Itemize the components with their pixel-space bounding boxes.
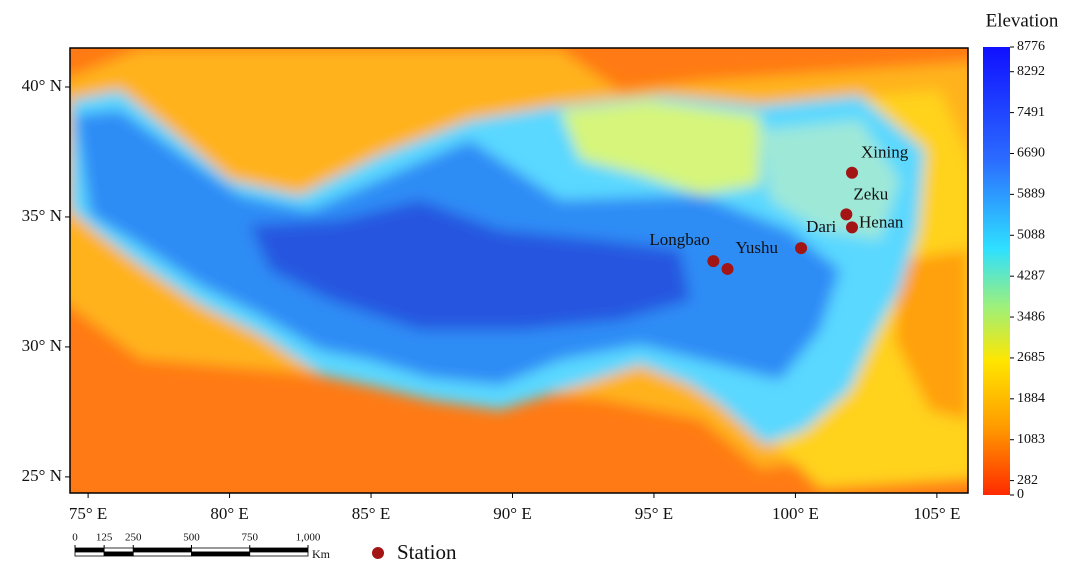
legend-label: Station [397, 540, 457, 564]
x-tick-label: 75° E [69, 504, 107, 523]
scale-segment [132, 551, 192, 557]
colorbar-tick-label: 1083 [1017, 432, 1045, 447]
station-marker [721, 262, 734, 275]
scale-segment [191, 547, 251, 553]
scale-unit: Km [312, 547, 331, 561]
x-tick-label: 80° E [210, 504, 248, 523]
elevation-raster [70, 48, 968, 493]
scale-tick-label: 500 [183, 532, 200, 544]
colorbar-tick-label: 2685 [1017, 350, 1045, 365]
colorbar-tick-label: 8292 [1017, 64, 1045, 79]
colorbar-title: Elevation [986, 10, 1059, 31]
y-tick-label: 35° N [22, 206, 62, 225]
station-marker [840, 208, 853, 221]
scale-segment [103, 551, 134, 557]
y-tick-label: 40° N [22, 76, 62, 95]
scale-segment [132, 547, 192, 553]
scale-segment [74, 551, 105, 557]
scale-tick-label: 1,000 [296, 532, 321, 544]
colorbar-tick-label: 5088 [1017, 227, 1045, 242]
y-tick-label: 25° N [22, 466, 62, 485]
station-label: Zeku [853, 184, 888, 203]
scale-segment [191, 551, 251, 557]
station-label: Longbao [649, 230, 709, 249]
scale-tick-label: 125 [96, 532, 113, 544]
colorbar-tick-label: 3486 [1017, 309, 1045, 324]
x-tick-label: 90° E [493, 504, 531, 523]
colorbar-tick-label: 0 [1017, 487, 1024, 502]
station-marker [846, 221, 859, 234]
scale-segment [249, 547, 309, 553]
x-tick-label: 100° E [772, 504, 819, 523]
colorbar-tick-label: 7491 [1017, 105, 1045, 120]
station-label: Xining [861, 143, 909, 162]
scale-tick-label: 750 [242, 532, 259, 544]
colorbar-tick-label: 1884 [1017, 391, 1045, 406]
station-marker [795, 242, 808, 255]
scale-segment [74, 547, 105, 553]
colorbar-tick-label: 282 [1017, 473, 1038, 488]
colorbar [983, 47, 1010, 495]
station-marker [846, 166, 859, 179]
colorbar-tick-label: 8776 [1017, 39, 1045, 54]
scale-segment [249, 551, 309, 557]
x-tick-label: 85° E [352, 504, 390, 523]
colorbar-tick-label: 4287 [1017, 268, 1045, 283]
colorbar-tick-label: 5889 [1017, 187, 1045, 202]
y-tick-label: 30° N [22, 336, 62, 355]
scale-tick-label: 0 [72, 532, 78, 544]
station-label: Dari [806, 217, 836, 236]
station-label: Henan [859, 212, 904, 231]
station-marker [707, 255, 720, 268]
colorbar-tick-label: 6690 [1017, 146, 1045, 161]
x-tick-label: 95° E [635, 504, 673, 523]
scale-tick-label: 250 [125, 532, 142, 544]
station-label: Yushu [736, 238, 779, 257]
map-frame [69, 47, 969, 494]
legend-marker [372, 547, 384, 559]
x-tick-label: 105° E [913, 504, 960, 523]
scale-segment [103, 547, 134, 553]
